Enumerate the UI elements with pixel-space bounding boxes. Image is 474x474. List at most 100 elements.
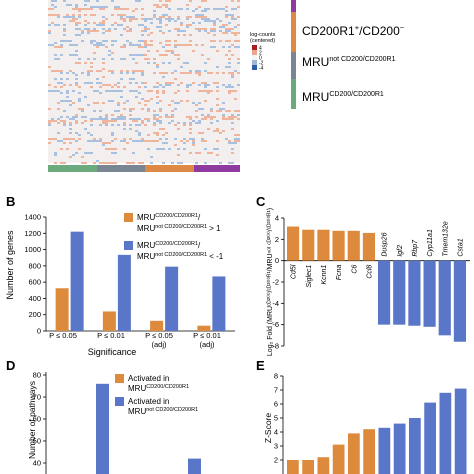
heatmap-cell [93, 118, 96, 120]
heatmap-cell [120, 116, 123, 118]
heatmap-cell [192, 102, 195, 104]
e-ylabel: Z-Score [263, 413, 273, 444]
heatmap-cell [171, 100, 174, 102]
heatmap-cell [165, 0, 168, 2]
heatmap-cell [159, 54, 162, 56]
heatmap-cell [96, 82, 99, 84]
heatmap-cell [99, 8, 102, 10]
heatmap-cell [144, 104, 147, 106]
heatmap-cell [90, 40, 93, 42]
heatmap-cell [102, 28, 105, 30]
heatmap-cell [75, 152, 78, 154]
heatmap-cell [69, 16, 72, 18]
heatmap-cell [123, 116, 126, 118]
heatmap-cell [216, 50, 219, 52]
heatmap-cell [204, 30, 207, 32]
heatmap-cell [204, 82, 207, 84]
heatmap-cell [120, 114, 123, 116]
b-tick-label: 200 [28, 310, 41, 319]
heatmap-cell [174, 54, 177, 56]
heatmap-cell [84, 162, 87, 164]
heatmap-cell [117, 14, 120, 16]
heatmap-cell [78, 10, 81, 12]
heatmap-cell [87, 140, 90, 142]
heatmap-cell [54, 120, 57, 122]
heatmap-cell [195, 122, 198, 124]
heatmap-cell [126, 40, 129, 42]
d-legend-blue-line2: MRUnot CD200/CD200R1 [128, 407, 198, 416]
panel-letter-c: C [256, 194, 266, 209]
heatmap-cell [123, 28, 126, 30]
heatmap-cell [129, 18, 132, 20]
heatmap-cell [120, 78, 123, 80]
e-bar-blue [439, 392, 452, 474]
heatmap-cell [84, 20, 87, 22]
heatmap-cell [222, 102, 225, 104]
heatmap-cell [216, 82, 219, 84]
heatmap-cell [156, 134, 159, 136]
legend-swatch-neg2 [252, 60, 257, 65]
heatmap-cell [78, 86, 81, 88]
heatmap-cell [57, 102, 60, 104]
heatmap-cell [129, 124, 132, 126]
heatmap-cell [96, 0, 99, 2]
heatmap-cell [111, 100, 114, 102]
heatmap-cell [213, 28, 216, 30]
heatmap-cell [96, 140, 99, 142]
e-bar-orange [317, 457, 330, 474]
heatmap-cell [48, 14, 51, 16]
heatmap-cell [207, 8, 210, 10]
d-tick-label: 80 [33, 371, 41, 380]
heatmap-cell [123, 138, 126, 140]
heatmap-cell [105, 84, 108, 86]
e-tick-label: 6 [274, 400, 278, 409]
group-bar-gray [97, 165, 145, 172]
heatmap-cell [102, 44, 105, 46]
heatmap-cell [156, 4, 159, 6]
heatmap-cell [210, 108, 213, 110]
heatmap-cell [48, 66, 51, 68]
heatmap-cell [216, 72, 219, 74]
heatmap-cell [204, 86, 207, 88]
heatmap-cell [87, 74, 90, 76]
heatmap-cell [117, 102, 120, 104]
heatmap-cell [87, 8, 90, 10]
heatmap-cell [150, 18, 153, 20]
heatmap-cell [63, 16, 66, 18]
e-ticks: 2 3 4 5 6 7 8 [274, 372, 283, 465]
heatmap-cell [135, 70, 138, 72]
heatmap-cell [78, 14, 81, 16]
heatmap-cell [63, 34, 66, 36]
heatmap-cell [57, 16, 60, 18]
heatmap-cell [69, 118, 72, 120]
heatmap-cell [162, 46, 165, 48]
heatmap-cell [123, 86, 126, 88]
heatmap-cell [228, 84, 231, 86]
d-legend-swatch-orange [115, 374, 124, 383]
heatmap-cell [111, 140, 114, 142]
heatmap-cell [141, 162, 144, 164]
heatmap-cell [105, 114, 108, 116]
c-bar-csta1 [453, 260, 466, 342]
heatmap-cell [183, 124, 186, 126]
heatmap-cell [234, 26, 237, 28]
heatmap-cell [48, 32, 51, 34]
panel-e: Z-Score 2 3 4 5 6 7 8 [263, 372, 467, 474]
heatmap-cell [219, 132, 222, 134]
heatmap-cell [102, 20, 105, 22]
heatmap-cell [102, 6, 105, 8]
heatmap-cell [162, 72, 165, 74]
heatmap-cell [198, 22, 201, 24]
heatmap-cell [123, 118, 126, 120]
e-bar-orange [348, 433, 360, 474]
heatmap-cell [99, 22, 102, 24]
heatmap-cell [144, 20, 147, 22]
heatmap-cell [111, 40, 114, 42]
heatmap-cell [159, 128, 162, 130]
heatmap-cell [78, 16, 81, 18]
heatmap-cell [219, 110, 222, 112]
heatmap-cell [231, 142, 234, 144]
heatmap-cell [75, 62, 78, 64]
heatmap-cell [81, 32, 84, 34]
heatmap-cell [111, 52, 114, 54]
